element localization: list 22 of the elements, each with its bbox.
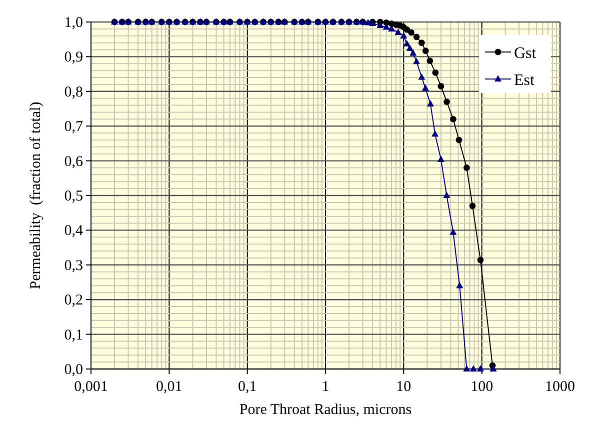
y-tick-label: 0,1 bbox=[64, 327, 83, 344]
legend-label: Est bbox=[514, 72, 535, 89]
y-tick-label: 1,0 bbox=[64, 15, 83, 31]
y-tick-label: 0,5 bbox=[64, 188, 83, 204]
y-tick-label: 0,4 bbox=[64, 223, 84, 240]
x-tick-label: 10 bbox=[396, 379, 412, 395]
y-tick-label: 0,9 bbox=[64, 50, 83, 66]
y-tick-label: 0,3 bbox=[64, 258, 83, 274]
legend-label: Gst bbox=[514, 45, 537, 62]
y-axis-title: Permeability (fraction of total) bbox=[28, 102, 44, 290]
y-tick-label: 0,0 bbox=[64, 362, 83, 378]
y-tick-label: 0,8 bbox=[64, 84, 83, 100]
x-axis-title: Pore Throat Radius, microns bbox=[239, 402, 412, 418]
y-tick-label: 0,7 bbox=[64, 119, 84, 136]
x-tick-label: 0,1 bbox=[238, 379, 257, 395]
x-tick-label: 100 bbox=[470, 379, 494, 395]
x-tick-label: 0,01 bbox=[156, 379, 182, 395]
x-tick-label: 0,001 bbox=[74, 379, 108, 395]
y-tick-label: 0,6 bbox=[64, 154, 84, 170]
y-tick-label: 0,2 bbox=[64, 292, 83, 309]
x-tick-label: 1000 bbox=[545, 379, 575, 395]
x-tick-label: 1 bbox=[322, 379, 330, 395]
